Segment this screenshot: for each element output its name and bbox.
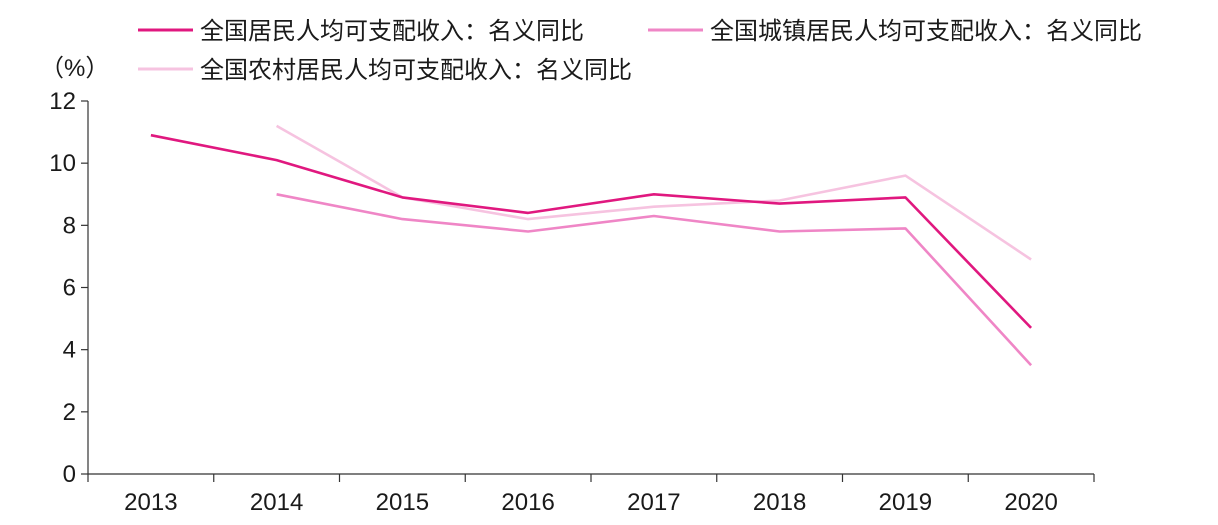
legend-label: 全国居民人均可支配收入：名义同比 bbox=[200, 18, 584, 45]
x-tick-label: 2020 bbox=[1004, 489, 1057, 516]
legend-item-2: 全国农村居民人均可支配收入：名义同比 bbox=[138, 57, 632, 84]
series-line-1 bbox=[276, 193, 1033, 367]
legend-label: 全国农村居民人均可支配收入：名义同比 bbox=[200, 57, 632, 84]
y-tick-label: 12 bbox=[49, 88, 76, 115]
legend-item-1: 全国城镇居民人均可支配收入：名义同比 bbox=[648, 18, 1142, 45]
y-axis-unit-label: （%） bbox=[40, 55, 109, 82]
x-tick-label: 2017 bbox=[627, 489, 680, 516]
x-tick-label: 2015 bbox=[376, 489, 429, 516]
legend: 全国居民人均可支配收入：名义同比 全国城镇居民人均可支配收入：名义同比全国农村居民… bbox=[138, 18, 1142, 84]
y-tick-label: 10 bbox=[49, 150, 76, 177]
series-layer bbox=[150, 124, 1033, 367]
x-tick-label: 2016 bbox=[501, 489, 554, 516]
series-line-0 bbox=[150, 133, 1033, 329]
x-tick-label: 2018 bbox=[753, 489, 806, 516]
y-tick-label: 8 bbox=[63, 212, 76, 239]
y-tick-label: 0 bbox=[63, 461, 76, 488]
y-tick-label: 6 bbox=[63, 275, 76, 302]
y-tick-label: 2 bbox=[63, 399, 76, 426]
x-tick-label: 2019 bbox=[879, 489, 932, 516]
x-tick-label: 2013 bbox=[124, 489, 177, 516]
y-tick-label: 4 bbox=[63, 337, 76, 364]
legend-label: 全国城镇居民人均可支配收入：名义同比 bbox=[710, 18, 1142, 45]
legend-item-0: 全国居民人均可支配收入：名义同比 bbox=[138, 18, 584, 45]
x-tick-label: 2014 bbox=[250, 489, 303, 516]
axes: 0 2 4 6 8 10 12 2013 2014 2015 2016 2017 2018 2019 202… bbox=[49, 88, 1095, 516]
